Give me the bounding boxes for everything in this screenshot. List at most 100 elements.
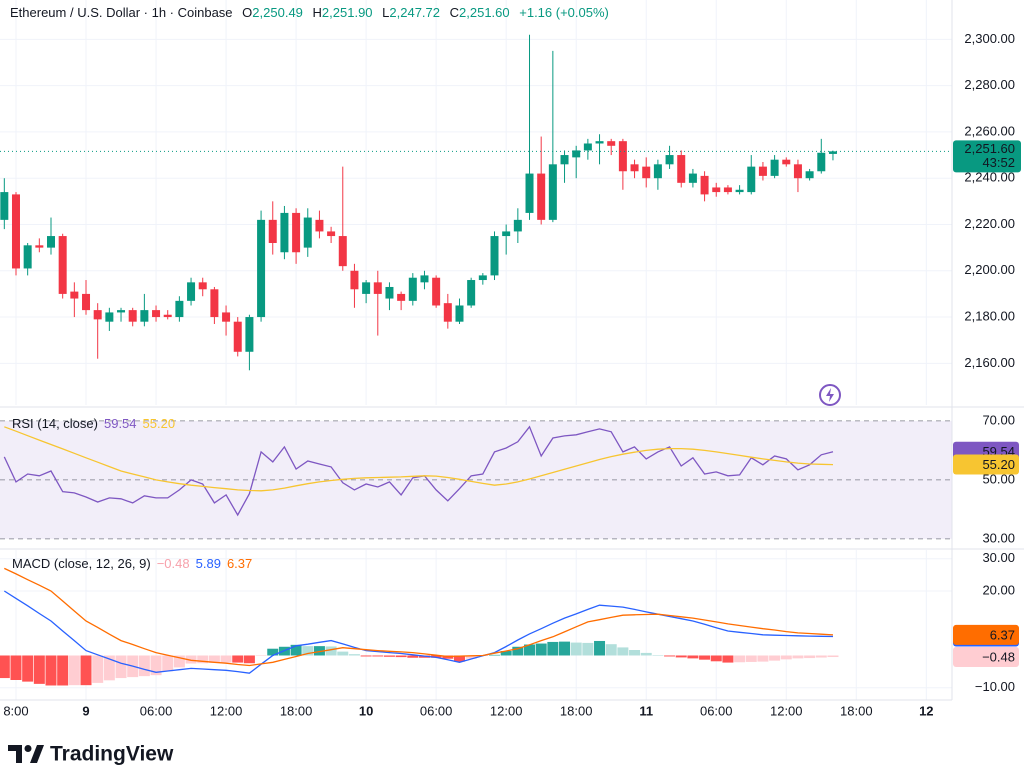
x-tick-label: 06:00	[140, 703, 173, 718]
ohlc-value: 2,250.49	[252, 5, 303, 20]
candle-body	[373, 282, 382, 294]
candle-body	[443, 303, 452, 322]
candle-body	[747, 166, 756, 193]
histogram-bar	[313, 646, 325, 656]
histogram-bar	[640, 652, 652, 656]
histogram-bar	[500, 650, 512, 656]
histogram-bar	[792, 655, 804, 659]
candle-body	[93, 310, 102, 320]
histogram-bar	[769, 655, 781, 661]
candle-body	[82, 293, 91, 311]
histogram-bar	[582, 642, 594, 656]
x-tick-label: 12:00	[490, 703, 523, 718]
candle-body	[303, 217, 312, 248]
candle-body	[432, 277, 441, 306]
ohlc-key: L	[382, 5, 389, 20]
candle-body	[198, 282, 207, 290]
candle-body	[630, 164, 639, 172]
histogram-bar	[337, 651, 349, 656]
candle-body	[385, 286, 394, 299]
candle-body	[618, 141, 627, 172]
x-tick-label: 8:00	[3, 703, 28, 718]
legend-value: 6.37	[227, 556, 252, 571]
y-tick-label: 2,180.00	[964, 308, 1015, 323]
candle-body	[0, 192, 9, 220]
header: Ethereum / U.S. Dollar · 1h · Coinbase O…	[10, 5, 609, 20]
y-tick-label: 2,240.00	[964, 170, 1015, 185]
histogram-bar	[757, 655, 769, 662]
histogram-bar	[664, 655, 676, 657]
histogram-bar	[699, 655, 711, 660]
candle-body	[758, 166, 767, 176]
indicator-line	[3, 425, 834, 517]
histogram-bar	[629, 650, 641, 656]
candle-body	[152, 310, 161, 318]
histogram-bar	[360, 655, 372, 657]
histogram-bar	[559, 641, 571, 656]
indicator-title: MACD (close, 12, 26, 9)	[12, 556, 151, 571]
candle-body	[478, 275, 487, 281]
ohlc-value: 2,251.90	[322, 5, 373, 20]
candle-body	[595, 141, 604, 144]
histogram-bar	[407, 655, 419, 658]
logo[interactable]: TradingView	[8, 743, 174, 766]
histogram-bar	[57, 655, 69, 686]
histogram-bar	[197, 655, 209, 664]
histogram-bar	[745, 655, 757, 662]
candle-body	[642, 166, 651, 179]
histogram-bar	[290, 644, 302, 656]
histogram-bar	[430, 655, 442, 658]
ohlc-value: 2,247.72	[389, 5, 440, 20]
candle-body	[805, 171, 814, 179]
candle-body	[35, 245, 44, 248]
candle-body	[292, 212, 301, 253]
histogram-bar	[547, 641, 559, 656]
histogram-bar	[535, 643, 547, 656]
candle-body	[455, 305, 464, 322]
candle-body	[362, 282, 371, 294]
histogram-bar	[150, 655, 162, 676]
candle-body	[688, 173, 697, 183]
x-tick-label: 12	[919, 703, 933, 718]
candle-body	[665, 155, 674, 165]
candle-body	[793, 164, 802, 179]
candle-body	[105, 312, 114, 322]
histogram-bar	[255, 655, 267, 656]
candle-body	[175, 300, 184, 318]
candle-body	[327, 231, 336, 237]
price-badge	[953, 454, 1019, 475]
candle-body	[828, 151, 837, 154]
histogram-bar	[804, 655, 816, 659]
ohlc-key: H	[313, 5, 322, 20]
candle-body	[653, 164, 662, 179]
candle-body	[572, 150, 581, 158]
candle-body	[408, 277, 417, 301]
price-badge-label: 6.37	[990, 627, 1015, 642]
histogram-bar	[162, 655, 174, 672]
candle-body	[233, 321, 242, 352]
histogram-bar	[22, 655, 34, 682]
indicator-legend: MACD (close, 12, 26, 9) −0.48 5.89 6.37	[12, 556, 252, 571]
histogram-bar	[115, 655, 127, 679]
rsi-band	[0, 420, 952, 539]
histogram-bar	[0, 655, 10, 679]
indicator-line	[3, 590, 834, 674]
candle-body	[23, 245, 32, 269]
legend-value: 59.54	[104, 416, 137, 431]
candle-body	[70, 291, 79, 299]
candle-body	[163, 314, 172, 318]
y-tick-label: 30.00	[982, 550, 1015, 565]
histogram-bar	[512, 646, 524, 656]
y-tick-label: 2,160.00	[964, 355, 1015, 370]
histogram-bar	[617, 647, 629, 656]
lightning-icon[interactable]	[819, 384, 841, 406]
x-tick-label: 12:00	[770, 703, 803, 718]
y-tick-label: 2,220.00	[964, 216, 1015, 231]
histogram-bar	[675, 655, 687, 658]
price-badge-label: −0.48	[982, 649, 1015, 664]
change: +1.16 (+0.05%)	[519, 5, 609, 20]
y-tick-label: 2,260.00	[964, 123, 1015, 138]
candle-body	[607, 141, 616, 146]
